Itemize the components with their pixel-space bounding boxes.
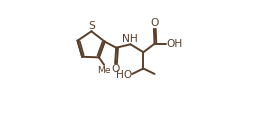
Text: OH: OH (166, 39, 182, 49)
Text: S: S (88, 21, 95, 31)
Text: HO: HO (116, 70, 132, 80)
Text: O: O (150, 18, 159, 28)
Text: NH: NH (122, 33, 138, 44)
Text: Me: Me (98, 66, 111, 75)
Text: O: O (111, 64, 120, 74)
